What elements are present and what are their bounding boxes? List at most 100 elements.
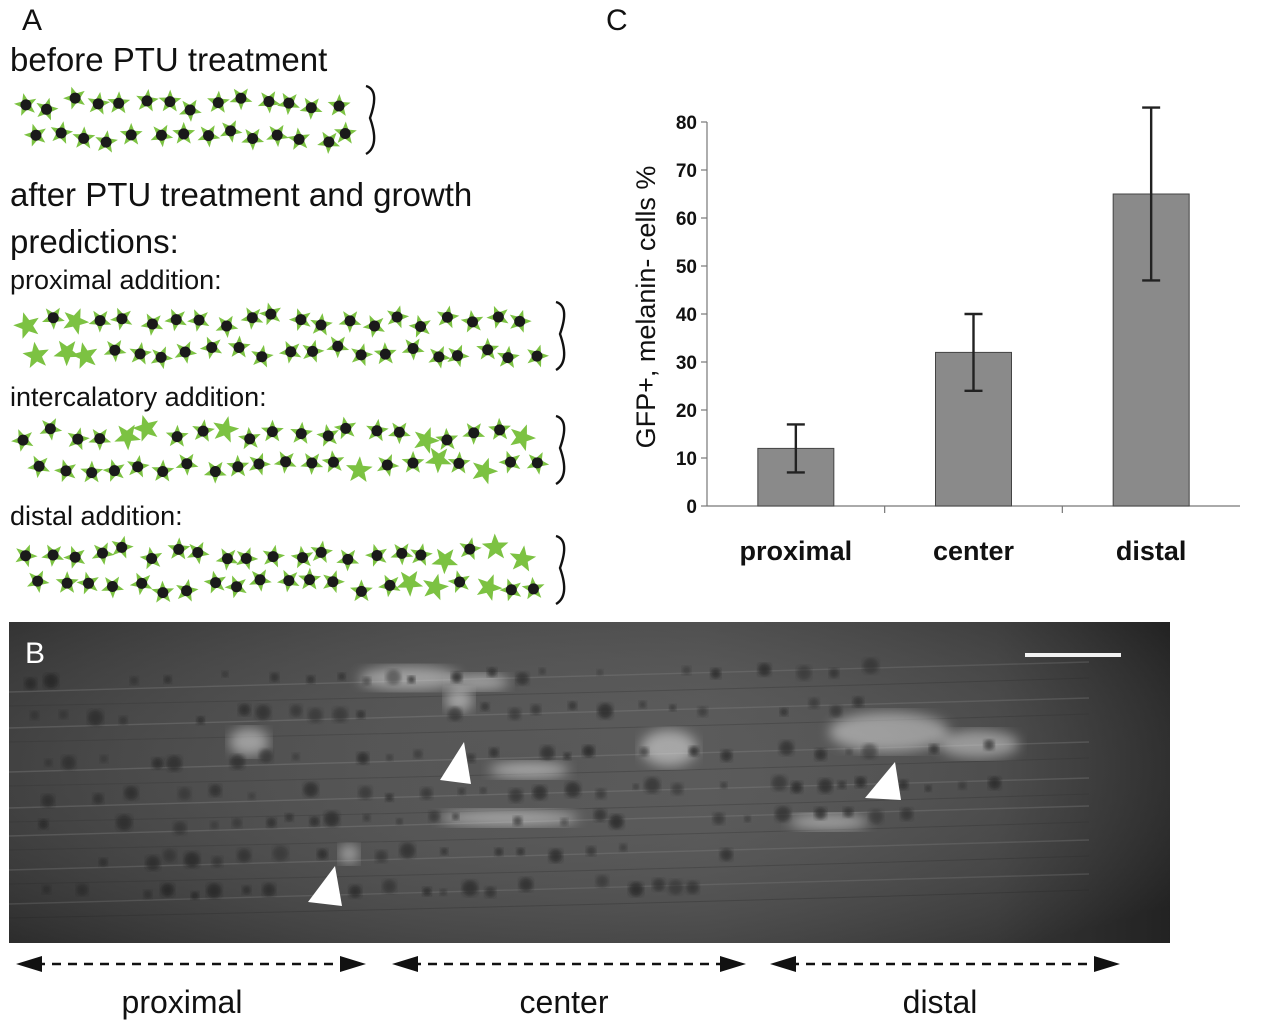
intercalatory-cell bbox=[192, 419, 215, 442]
intercalatory-cell bbox=[175, 453, 199, 476]
before-cell bbox=[95, 130, 118, 153]
proximal-cell bbox=[387, 305, 410, 329]
before-cell bbox=[150, 124, 174, 148]
distal-cell bbox=[249, 569, 272, 592]
distal-cell bbox=[76, 571, 99, 595]
proximal-cell bbox=[527, 344, 549, 368]
proximal-cell bbox=[401, 338, 425, 361]
intercalatory-cell bbox=[88, 428, 112, 451]
before-cell bbox=[266, 124, 289, 148]
proximal-cell bbox=[362, 315, 385, 338]
y-tick-label: 10 bbox=[676, 449, 697, 470]
distal-cell bbox=[27, 570, 50, 593]
region-label-center: center bbox=[519, 984, 609, 1020]
after-ptu-heading-line1: after PTU treatment and growth bbox=[10, 176, 473, 213]
intercalatory-cell bbox=[226, 454, 250, 477]
distal-addition-label: distal addition: bbox=[10, 501, 183, 531]
proximal-addition-label: proximal addition: bbox=[10, 265, 222, 295]
category-label-center: center bbox=[933, 536, 1015, 566]
arrowhead-proximal bbox=[308, 866, 342, 906]
intercalatory-cell bbox=[425, 447, 452, 474]
distal-addition-cell-strip bbox=[15, 533, 566, 606]
before-cell bbox=[220, 120, 243, 143]
proximal-cell bbox=[258, 302, 281, 326]
proximal-cell bbox=[509, 309, 532, 333]
proximal-cell bbox=[373, 342, 397, 365]
before-ptu-heading: before PTU treatment bbox=[10, 41, 328, 78]
distal-cell bbox=[15, 544, 38, 568]
intercalatory-cell bbox=[333, 416, 357, 440]
y-tick-label: 80 bbox=[676, 113, 697, 134]
intercalatory-cell bbox=[11, 429, 34, 452]
distal-cell bbox=[499, 578, 522, 602]
distal-cell bbox=[396, 571, 424, 597]
before-cell bbox=[23, 123, 46, 147]
panel-b-letter: B bbox=[25, 637, 46, 670]
before-cell bbox=[334, 121, 357, 144]
panel-a-letter: A bbox=[22, 4, 43, 37]
proximal-cell bbox=[326, 336, 350, 359]
distal-cell bbox=[55, 571, 79, 593]
distal-cell bbox=[215, 548, 239, 571]
distal-cell bbox=[139, 546, 163, 570]
distal-cell bbox=[101, 576, 124, 599]
before-cell bbox=[36, 97, 59, 121]
y-tick-label: 0 bbox=[686, 497, 697, 518]
proximal-cell bbox=[164, 308, 187, 332]
proximal-cell bbox=[302, 339, 325, 363]
distal-cell bbox=[521, 576, 545, 600]
proximal-cell bbox=[288, 308, 311, 331]
intercalatory-cell bbox=[290, 421, 313, 444]
proximal-cell bbox=[13, 312, 39, 339]
distal-cell bbox=[336, 549, 360, 572]
proximal-range-arrow bbox=[16, 956, 366, 972]
intercalatory-cell bbox=[151, 459, 175, 482]
intercalatory-addition-cell-strip bbox=[11, 414, 566, 486]
proximal-cell bbox=[215, 315, 239, 338]
intercalatory-cell bbox=[435, 427, 459, 450]
proximal-cell bbox=[103, 340, 127, 363]
proximal-cell bbox=[486, 305, 509, 329]
proximal-addition-cell-strip bbox=[13, 300, 566, 372]
intercalatory-cell bbox=[249, 452, 271, 476]
distal-cell bbox=[447, 570, 470, 593]
intercalatory-cell bbox=[321, 450, 345, 473]
proximal-cell bbox=[174, 341, 198, 364]
proximal-cell bbox=[240, 307, 264, 330]
fin-fluorescence-micrograph bbox=[9, 622, 1170, 943]
before-cell bbox=[63, 86, 85, 110]
error-bar-proximal bbox=[786, 423, 805, 474]
before-cell bbox=[197, 125, 221, 148]
proximal-cell bbox=[187, 309, 210, 332]
distal-cell bbox=[91, 542, 115, 565]
y-tick-label: 30 bbox=[676, 353, 697, 374]
intercalatory-cell bbox=[238, 426, 261, 450]
proximal-cell bbox=[129, 342, 152, 365]
proximal-cell bbox=[53, 340, 81, 367]
before-cell bbox=[241, 128, 265, 151]
distal-cell bbox=[423, 573, 449, 601]
before-cell bbox=[87, 92, 111, 115]
before-cell bbox=[287, 127, 310, 150]
intercalatory-cell bbox=[447, 451, 471, 474]
proximal-cell bbox=[447, 344, 470, 368]
intercalatory-cell bbox=[366, 418, 389, 442]
after-ptu-heading-line2: predictions: bbox=[10, 223, 179, 260]
distal-cell bbox=[310, 540, 333, 563]
before-cell bbox=[207, 90, 230, 113]
y-tick-label: 60 bbox=[676, 209, 697, 230]
y-axis-label: GFP+, melanin- cells % bbox=[631, 166, 661, 449]
intercalatory-cell bbox=[346, 456, 373, 482]
proximal-cell bbox=[140, 313, 164, 336]
region-arrows bbox=[16, 956, 1120, 972]
distal-bracket bbox=[555, 534, 566, 606]
distal-cell bbox=[410, 543, 433, 566]
before-cell bbox=[107, 91, 131, 114]
intercalatory-cell bbox=[114, 424, 141, 451]
proximal-cell bbox=[460, 310, 484, 333]
distal-cell bbox=[350, 579, 373, 602]
proximal-cell bbox=[310, 313, 333, 336]
proximal-cell bbox=[428, 346, 451, 369]
proximal-cell bbox=[278, 341, 302, 364]
distal-cell bbox=[277, 569, 300, 593]
